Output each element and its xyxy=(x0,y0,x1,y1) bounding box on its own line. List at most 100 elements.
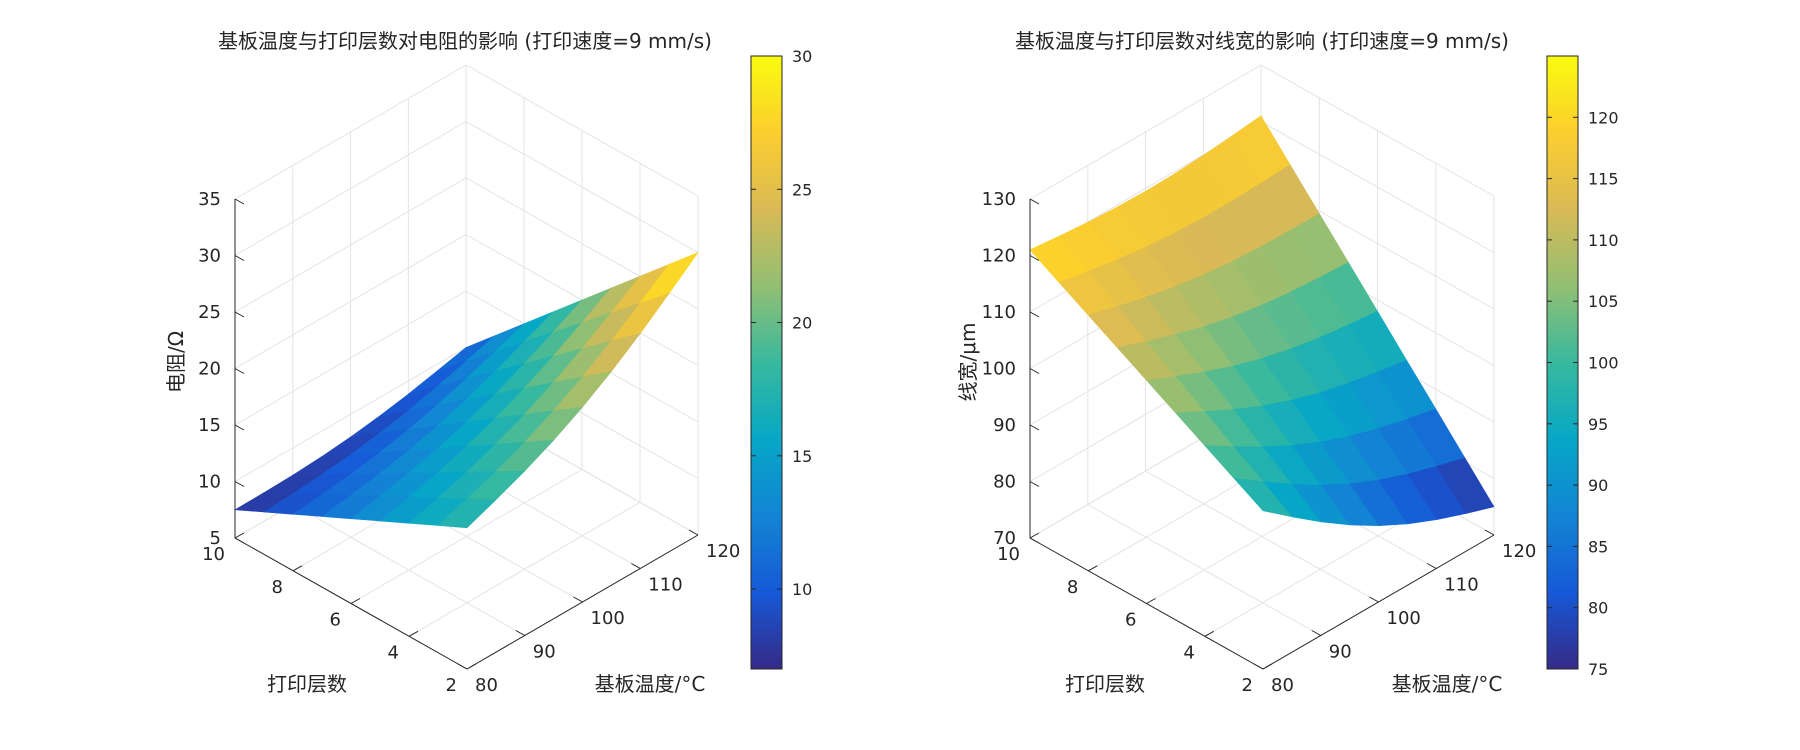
resistance-x-axis-label: 基板温度/°C xyxy=(595,672,706,696)
z-tick-mark xyxy=(234,368,245,374)
z-tick-label: 120 xyxy=(982,246,1016,267)
colorbar-tick-label: 95 xyxy=(1588,415,1608,434)
z-tick-label: 80 xyxy=(993,472,1016,493)
y-tick-mark xyxy=(466,663,477,670)
z-tick-mark xyxy=(234,255,245,261)
z-tick-mark xyxy=(234,537,245,544)
surface-patch xyxy=(437,498,497,529)
z-tick-label: 5 xyxy=(210,528,221,549)
z-tick-label: 130 xyxy=(982,189,1016,210)
z-tick-label: 70 xyxy=(993,528,1016,549)
wall-grid-z xyxy=(234,234,467,369)
y-tick-mark xyxy=(1146,598,1156,604)
y-tick-mark xyxy=(1204,630,1215,637)
x-tick-label: 100 xyxy=(591,608,625,629)
colorbar-tick-label: 90 xyxy=(1588,476,1608,495)
linewidth-colorbar-ticks: 75 80 85 90 95 100 105 110 115 120 xyxy=(1547,108,1619,679)
z-tick-mark xyxy=(1029,255,1040,261)
y-tick-label: 2 xyxy=(446,675,457,696)
resistance-axes xyxy=(234,198,699,670)
x-tick-label: 90 xyxy=(533,642,556,663)
colorbar-tick-label: 85 xyxy=(1588,537,1608,556)
x-tick-label: 80 xyxy=(1271,675,1294,696)
y-tick-label: 2 xyxy=(1242,675,1253,696)
colorbar-tick-label: 30 xyxy=(792,47,812,66)
wall-grid-z xyxy=(234,177,467,313)
linewidth-x-axis-label: 基板温度/°C xyxy=(1392,672,1503,696)
x-tick-label: 120 xyxy=(1502,541,1536,562)
x-tick-label: 120 xyxy=(706,541,740,562)
x-tick-mark xyxy=(1427,563,1437,569)
resistance-chart-title: 基板温度与打印层数对电阻的影响 (打印速度=9 mm/s) xyxy=(218,29,712,53)
z-tick-label: 15 xyxy=(198,415,221,436)
x-tick-mark xyxy=(1484,529,1495,536)
z-tick-label: 25 xyxy=(198,302,221,323)
x-tick-label: 90 xyxy=(1329,642,1352,663)
y-tick-label: 10 xyxy=(997,544,1020,565)
resistance-colorbar: 10 15 20 25 30 xyxy=(750,47,812,670)
wall-grid-z xyxy=(234,290,467,426)
colorbar-tick-label: 115 xyxy=(1588,170,1619,189)
y-tick-label: 4 xyxy=(388,642,399,663)
z-tick-label: 90 xyxy=(993,415,1016,436)
colorbar-tick-label: 20 xyxy=(792,314,812,333)
y-tick-label: 6 xyxy=(330,610,341,631)
y-tick-label: 8 xyxy=(1067,577,1078,598)
colorbar-tick-label: 100 xyxy=(1588,354,1619,373)
z-tick-mark xyxy=(1029,311,1040,318)
resistance-panel: 基板温度与打印层数对电阻的影响 (打印速度=9 mm/s) 80 90 100 110… xyxy=(164,29,812,696)
colorbar-tick-label: 25 xyxy=(792,180,812,199)
wall-grid-z xyxy=(234,64,467,200)
colorbar-tick-label: 120 xyxy=(1588,108,1619,127)
x-tick-mark xyxy=(1369,596,1379,603)
colorbar-tick-label: 75 xyxy=(1588,660,1608,679)
colorbar-tick-label: 15 xyxy=(792,447,812,466)
linewidth-axes xyxy=(1029,198,1495,670)
z-tick-label: 20 xyxy=(198,359,221,380)
linewidth-colorbar: 75 80 85 90 95 100 105 110 115 120 xyxy=(1546,55,1619,679)
x-tick-label: 80 xyxy=(475,675,498,696)
y-tick-label: 10 xyxy=(202,544,225,565)
floor-grid-y xyxy=(350,469,583,604)
colorbar-tick-label: 80 xyxy=(1588,599,1608,618)
colorbar-tick-label: 105 xyxy=(1588,292,1619,311)
z-tick-label: 100 xyxy=(982,359,1016,380)
z-tick-mark xyxy=(1029,481,1040,487)
linewidth-z-axis-label: 线宽/μm xyxy=(956,323,980,402)
linewidth-y-axis-label: 打印层数 xyxy=(1065,672,1145,696)
y-tick-label: 6 xyxy=(1125,610,1136,631)
z-tick-label: 110 xyxy=(982,302,1016,323)
z-tick-label: 10 xyxy=(198,472,221,493)
z-tick-mark xyxy=(1029,368,1040,374)
y-tick-mark xyxy=(1088,565,1098,572)
y-tick-label: 4 xyxy=(1183,642,1194,663)
z-tick-mark xyxy=(234,481,245,487)
surface-patch xyxy=(1233,477,1293,518)
x-tick-mark xyxy=(515,630,526,636)
resistance-z-axis-label: 电阻/Ω xyxy=(164,331,188,393)
resistance-surface xyxy=(234,251,699,529)
wall-grid-z xyxy=(1260,121,1495,253)
x-tick-mark xyxy=(688,529,699,536)
y-tick-mark xyxy=(350,598,361,604)
z-tick-mark xyxy=(1029,198,1040,205)
z-tick-label: 35 xyxy=(198,189,221,210)
y-tick-mark xyxy=(1029,532,1040,539)
y-tick-mark xyxy=(292,565,303,572)
wall-grid-z xyxy=(465,64,699,197)
x-tick-mark xyxy=(457,663,468,670)
linewidth-surface xyxy=(1029,115,1495,527)
x-tick-mark xyxy=(1253,663,1264,670)
z-tick-mark xyxy=(234,311,245,318)
resistance-colorbar-ticks: 10 15 20 25 30 xyxy=(751,47,812,599)
y-tick-label: 8 xyxy=(272,577,283,598)
wall-grid-z xyxy=(1029,64,1262,200)
colorbar-tick-label: 110 xyxy=(1588,231,1619,250)
floor-grid-y xyxy=(408,501,641,637)
x-tick-label: 110 xyxy=(648,575,682,596)
z-tick-label: 30 xyxy=(198,246,221,267)
colorbar-tick-label: 10 xyxy=(792,580,812,599)
y-tick-mark xyxy=(408,630,419,637)
